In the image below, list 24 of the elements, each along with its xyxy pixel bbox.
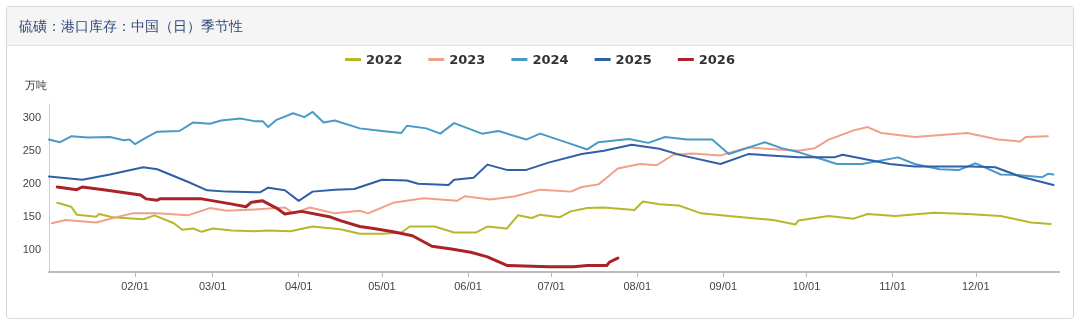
legend-label: 2024 — [532, 52, 569, 67]
x-tick-label: 12/01 — [961, 279, 990, 292]
legend-label: 2022 — [366, 52, 403, 67]
y-tick-label: 100 — [22, 242, 41, 255]
x-tick-label: 02/01 — [121, 279, 149, 292]
x-tick-label: 08/01 — [623, 279, 652, 292]
y-tick-label: 150 — [22, 210, 41, 222]
legend-label: 2023 — [449, 52, 486, 67]
legend-label: 2026 — [698, 52, 735, 67]
x-tick-label: 03/01 — [198, 279, 227, 292]
x-tick-label: 06/01 — [454, 279, 482, 292]
x-tick-label: 07/01 — [537, 279, 565, 292]
x-tick-label: 09/01 — [709, 279, 738, 292]
x-tick-label: 11/01 — [879, 279, 906, 292]
x-tick-label: 04/01 — [284, 279, 313, 292]
y-axis-title: 万吨 — [25, 78, 47, 91]
y-tick-label: 200 — [22, 177, 41, 190]
x-tick-label: 10/01 — [792, 279, 821, 292]
legend-label: 2025 — [615, 52, 652, 67]
y-tick-label: 250 — [22, 144, 41, 157]
chart-title: 硫磺：港口库存：中国（日）季节性 — [7, 7, 1073, 46]
y-tick-label: 300 — [22, 111, 41, 124]
x-tick-label: 05/01 — [368, 279, 396, 292]
line-series — [55, 185, 620, 269]
